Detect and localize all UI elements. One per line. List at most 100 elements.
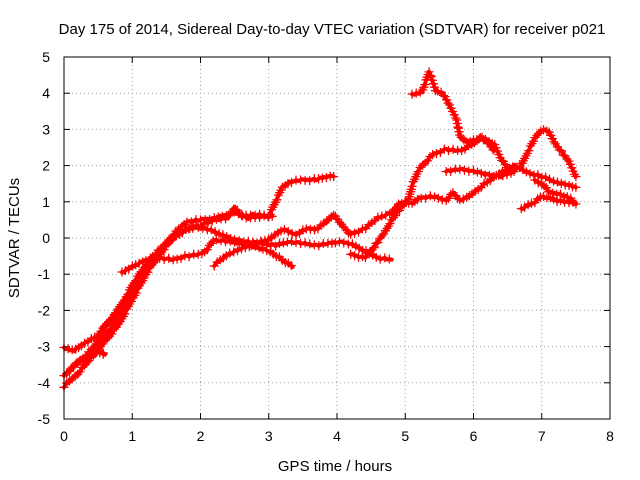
- data-point: [127, 261, 137, 271]
- data-point: [131, 260, 141, 270]
- data-point: [181, 224, 191, 235]
- data-point: [456, 145, 467, 156]
- data-point: [544, 174, 555, 184]
- data-point: [346, 249, 356, 259]
- data-point: [497, 155, 507, 166]
- data-point: [540, 172, 551, 182]
- data-point: [525, 169, 535, 179]
- data-point: [482, 138, 492, 148]
- data-point: [529, 170, 539, 180]
- series-arc-8: [407, 67, 498, 155]
- y-tick-label: 2: [42, 158, 50, 174]
- data-point: [67, 345, 77, 355]
- data-point: [451, 113, 461, 123]
- data-point: [552, 189, 562, 199]
- data-point: [371, 238, 381, 248]
- x-tick-label: 3: [265, 428, 273, 444]
- data-point: [412, 195, 423, 205]
- x-tick-label: 5: [401, 428, 409, 444]
- data-point: [407, 89, 417, 99]
- series-group: [59, 67, 581, 392]
- data-point: [295, 238, 306, 249]
- data-point: [549, 137, 559, 147]
- data-point: [225, 248, 235, 258]
- data-point: [426, 72, 436, 82]
- data-point: [502, 170, 512, 180]
- data-point: [283, 227, 293, 237]
- data-point: [552, 177, 563, 187]
- data-point: [258, 244, 268, 254]
- data-point: [137, 257, 148, 267]
- data-point: [286, 260, 296, 271]
- data-point: [262, 245, 272, 256]
- data-point: [390, 210, 401, 221]
- data-point: [556, 178, 566, 189]
- data-point: [300, 238, 310, 248]
- data-point: [330, 238, 340, 248]
- data-point: [305, 175, 315, 186]
- data-point: [460, 144, 470, 154]
- plot-frame: [63, 56, 611, 420]
- data-point: [548, 176, 559, 186]
- data-point: [443, 145, 454, 156]
- x-tick-label: 0: [60, 428, 68, 444]
- data-point: [94, 334, 104, 344]
- series-arc-4: [66, 262, 150, 374]
- data-point: [558, 150, 568, 160]
- tick-labels: 0 1 2 3 4 5 6 7 8 5 4 3 2 1 0 -1 -2 -3 -4 -5: [38, 49, 615, 444]
- data-point: [294, 228, 305, 239]
- data-point: [225, 236, 235, 246]
- data-point: [189, 221, 199, 231]
- y-tick-label: -1: [38, 266, 51, 282]
- data-point: [109, 309, 119, 320]
- y-axis-label: SDTVAR / TECUs: [6, 178, 23, 298]
- data-point: [349, 228, 360, 238]
- data-point: [339, 238, 349, 248]
- data-point: [516, 203, 526, 214]
- data-point: [260, 235, 270, 246]
- data-point: [472, 167, 483, 177]
- data-point: [427, 150, 438, 160]
- data-point: [105, 324, 115, 335]
- x-tick-label: 1: [128, 428, 136, 444]
- data-point: [523, 199, 533, 210]
- data-point: [266, 239, 276, 250]
- data-point: [484, 170, 495, 181]
- data-point: [234, 238, 244, 248]
- series-arc-10: [516, 175, 581, 214]
- y-tick-label: -4: [38, 375, 51, 391]
- x-tick-label: 2: [197, 428, 205, 444]
- data-point: [455, 164, 465, 174]
- data-point: [373, 212, 383, 222]
- data-point: [425, 70, 435, 81]
- data-point: [446, 166, 456, 176]
- data-point: [291, 230, 301, 240]
- data-point: [209, 213, 219, 223]
- data-point: [184, 252, 194, 262]
- data-point: [476, 168, 486, 179]
- data-point: [521, 167, 532, 177]
- data-point: [530, 175, 540, 185]
- data-point: [524, 145, 534, 156]
- data-point: [328, 210, 339, 220]
- data-point: [254, 212, 265, 223]
- data-point: [428, 79, 438, 89]
- data-point: [218, 230, 228, 240]
- data-point: [83, 337, 93, 347]
- data-point: [489, 171, 499, 182]
- y-tick-label: 3: [42, 121, 50, 137]
- data-point: [309, 240, 319, 250]
- data-point: [229, 247, 239, 257]
- data-point: [240, 243, 250, 253]
- data-point: [140, 262, 150, 272]
- data-point: [305, 239, 315, 249]
- data-point: [286, 236, 297, 247]
- data-point: [229, 237, 240, 247]
- data-point: [225, 208, 236, 218]
- data-point: [528, 136, 539, 146]
- data-point: [79, 338, 90, 349]
- data-point: [538, 125, 549, 135]
- x-tick-label: 6: [470, 428, 478, 444]
- data-point: [298, 225, 308, 235]
- data-point: [63, 344, 73, 354]
